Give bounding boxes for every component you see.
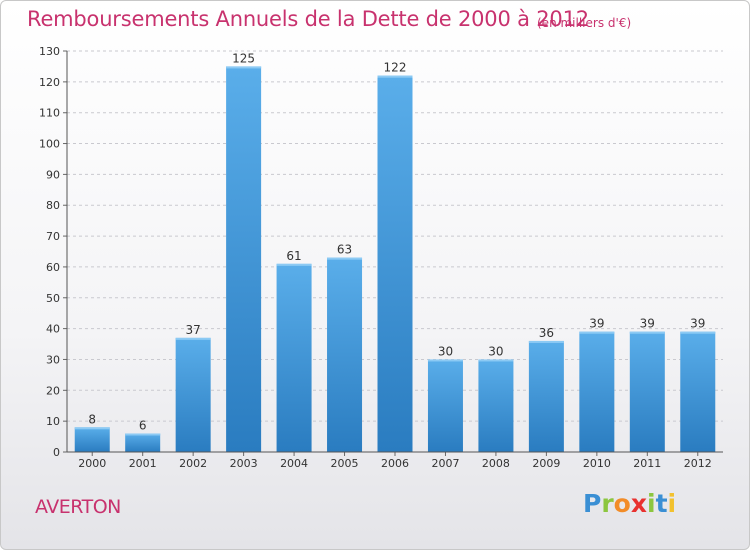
bar-highlight [226,66,262,69]
logo-letter: i [667,489,677,518]
logo-letter: i [647,489,656,518]
bar-highlight [125,433,161,436]
chart-unit-label: (en milliers d'€) [537,16,632,30]
logo-letter: x [630,489,647,518]
y-tick-label: 40 [46,323,60,336]
y-tick-label: 20 [46,384,60,397]
y-tick-label: 60 [46,261,60,274]
bar-value-label: 8 [88,412,96,426]
y-tick-label: 90 [46,168,60,181]
x-tick-label: 2010 [583,457,611,470]
y-tick-label: 50 [46,292,60,305]
x-tick-label: 2004 [280,457,308,470]
bar-value-label: 36 [539,326,554,340]
axes: 0 10 20 30 40 50 60 70 80 90 100 110 120 130 2000 2001 2… [39,45,723,470]
y-tick-label: 30 [46,353,60,366]
bar-value-label: 37 [186,323,201,337]
bar-highlight [276,263,312,266]
bar [478,359,514,452]
x-tick-label: 2012 [684,457,712,470]
bar-value-label: 63 [337,243,352,257]
town-name: AVERTON [35,496,121,518]
x-tick-label: 2000 [78,457,106,470]
bar [427,359,463,452]
logo-letter: r [601,489,614,518]
y-tick-label: 70 [46,230,60,243]
chart-title: Remboursements Annuels de la Dette de 20… [27,7,589,31]
bar-highlight [175,337,211,340]
bar-value-label: 125 [232,51,255,65]
bar-highlight [629,331,665,334]
bar-highlight [377,75,413,78]
bar [579,331,615,452]
bar [175,337,211,452]
y-tick-label: 10 [46,415,60,428]
bar [680,331,716,452]
x-tick-label: 2007 [431,457,459,470]
bar-value-label: 122 [384,61,407,75]
x-tick-label: 2005 [331,457,359,470]
x-tick-label: 2003 [230,457,258,470]
bar-highlight [528,340,564,343]
bar-value-label: 61 [286,249,301,263]
bar-value-label: 30 [438,344,453,358]
bar [74,427,110,452]
bar-value-label: 30 [488,344,503,358]
bar [377,75,413,452]
y-tick-label: 110 [39,107,60,120]
bar-highlight [579,331,615,334]
logo-letter: P [583,489,602,518]
x-tick-label: 2008 [482,457,510,470]
y-tick-label: 0 [53,446,60,459]
y-tick-label: 130 [39,45,60,58]
bar-highlight [427,359,463,362]
bars: 8 6 37 125 61 63 122 30 30 36 39 39 39 [74,51,716,452]
logo-letter: o [613,489,631,518]
x-tick-label: 2002 [179,457,207,470]
bar-value-label: 6 [139,418,147,432]
bar-value-label: 39 [690,317,705,331]
bar [125,433,161,452]
bar [528,340,564,452]
x-tick-label: 2006 [381,457,409,470]
x-tick-label: 2001 [129,457,157,470]
bar [629,331,665,452]
bar-value-label: 39 [589,317,604,331]
x-tick-label: 2009 [532,457,560,470]
bar-highlight [680,331,716,334]
x-tick-label: 2011 [633,457,661,470]
y-tick-label: 80 [46,199,60,212]
bar [327,257,363,452]
bar [226,66,262,452]
proxiti-logo: Proxiti [583,489,676,518]
y-tick-label: 100 [39,138,60,151]
bar-highlight [74,427,110,430]
bar-highlight [478,359,514,362]
bar [276,263,312,452]
bar-highlight [327,257,363,260]
y-tick-label: 120 [39,76,60,89]
logo-letter: t [655,489,668,518]
bar-value-label: 39 [640,317,655,331]
